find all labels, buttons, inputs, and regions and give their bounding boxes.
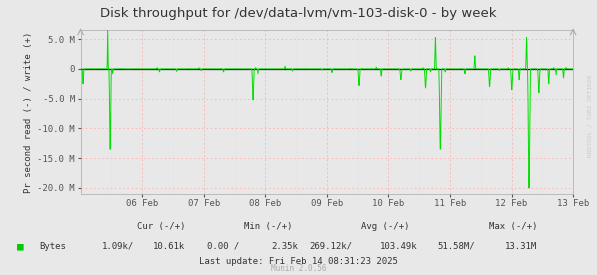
- Text: 2.35k: 2.35k: [272, 242, 298, 251]
- Text: Bytes: Bytes: [39, 242, 66, 251]
- Text: Disk throughput for /dev/data-lvm/vm-103-disk-0 - by week: Disk throughput for /dev/data-lvm/vm-103…: [100, 7, 497, 20]
- Y-axis label: Pr second read (-) / write (+): Pr second read (-) / write (+): [24, 31, 33, 193]
- Text: 51.58M/: 51.58M/: [437, 242, 475, 251]
- Text: Min (-/+): Min (-/+): [244, 222, 293, 231]
- Text: Avg (-/+): Avg (-/+): [361, 222, 410, 231]
- Text: Max (-/+): Max (-/+): [489, 222, 538, 231]
- Text: 10.61k: 10.61k: [153, 242, 185, 251]
- Text: Last update: Fri Feb 14 08:31:23 2025: Last update: Fri Feb 14 08:31:23 2025: [199, 257, 398, 266]
- Text: 13.31M: 13.31M: [505, 242, 537, 251]
- Text: ■: ■: [17, 241, 23, 251]
- Text: 269.12k/: 269.12k/: [309, 242, 352, 251]
- Text: 103.49k: 103.49k: [380, 242, 418, 251]
- Text: 1.09k/: 1.09k/: [102, 242, 134, 251]
- Text: Cur (-/+): Cur (-/+): [137, 222, 186, 231]
- Text: 0.00 /: 0.00 /: [207, 242, 239, 251]
- Text: Munin 2.0.56: Munin 2.0.56: [271, 264, 326, 273]
- Text: RRDTOOL / TOBI OETIKER: RRDTOOL / TOBI OETIKER: [588, 74, 593, 157]
